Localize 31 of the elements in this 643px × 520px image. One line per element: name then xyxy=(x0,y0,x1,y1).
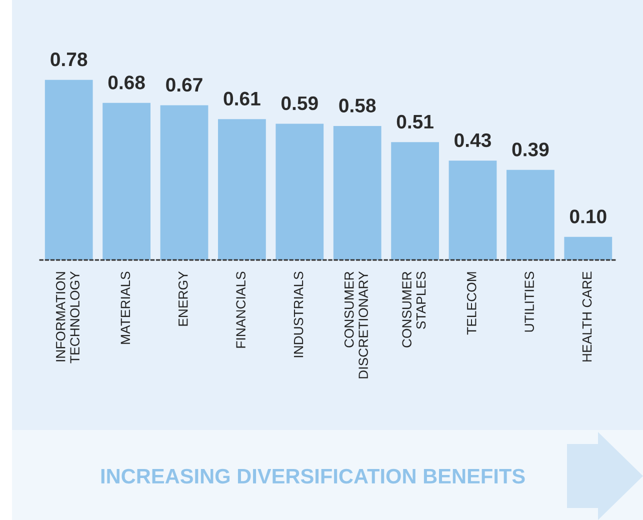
bar xyxy=(564,236,612,260)
bar xyxy=(276,124,324,260)
text: INCREASING DIVERSIFICATION BENEFITS xyxy=(101,468,525,484)
data-label: 0.43 xyxy=(454,133,491,148)
x-tick-label: TELECOM xyxy=(466,272,476,335)
x-tick-label: INDUSTRIALS xyxy=(294,272,304,358)
x-tick-label: FINANCIALS xyxy=(236,272,246,348)
x-tick-label: UTILITIES xyxy=(524,272,534,332)
data-label: 0.39 xyxy=(512,142,549,156)
x-tick-label: CONSUMER STAPLES xyxy=(402,272,426,348)
data-label: 0.68 xyxy=(108,76,145,90)
bar xyxy=(448,160,497,260)
data-label: 0.51 xyxy=(396,114,434,129)
bar xyxy=(391,142,439,260)
x-tick-label: ENERGY xyxy=(178,271,188,326)
bar xyxy=(44,80,93,260)
data-label: 0.10 xyxy=(570,210,606,224)
x-tick-label: HEALTH CARE xyxy=(582,272,592,362)
x-tick-label: CONSUMER DISCRETIONARY xyxy=(344,271,368,378)
data-label: 0.58 xyxy=(339,98,376,112)
x-tick-label: INFORMATION TECHNOLOGY xyxy=(56,271,80,364)
data-label: 0.78 xyxy=(50,52,88,66)
bar xyxy=(506,170,554,260)
x-tick-label: MATERIALS xyxy=(120,272,130,344)
data-label: 0.59 xyxy=(282,96,318,110)
bar xyxy=(218,119,266,260)
bar xyxy=(102,102,150,260)
data-label: 0.67 xyxy=(166,78,202,92)
bar xyxy=(333,126,382,260)
data-label: 0.61 xyxy=(224,92,260,106)
bar xyxy=(160,105,208,260)
